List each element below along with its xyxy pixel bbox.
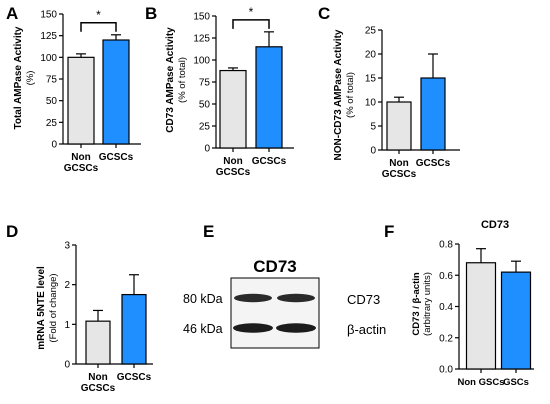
y-tick-label: 25	[199, 122, 211, 133]
panel-letter-c: C	[318, 4, 330, 23]
bar	[67, 56, 95, 145]
marker-80-kda: 80 kDa	[183, 292, 223, 306]
y-tick-label: 10	[365, 98, 377, 109]
x-tick-label: GCSCs	[64, 163, 99, 174]
chart-title-f: CD73	[481, 219, 509, 231]
y-tick-label: 15	[365, 74, 377, 85]
bar	[85, 320, 111, 365]
y-tick-label: 0.8	[439, 240, 453, 251]
y-tick-label: 0.4	[439, 302, 453, 313]
significance-bracket	[232, 19, 270, 29]
y-tick-label: 3	[64, 241, 70, 252]
x-tick-label: GCSCs	[81, 383, 116, 394]
marker-46-kda: 46 kDa	[183, 322, 223, 336]
y-tick-label: 0	[370, 146, 376, 157]
y-tick-label: 150	[40, 10, 57, 21]
chart-panel-f: F CD73 CD73 / β-actin (arbitrary units) …	[384, 219, 534, 388]
blot-membrane	[230, 277, 320, 349]
x-tick-label: Non GSCs	[458, 377, 505, 388]
bar	[219, 69, 247, 149]
bar	[121, 293, 147, 365]
band-actin-lane-2	[276, 323, 316, 333]
x-tick-label: Non	[223, 156, 242, 167]
y-axis-label-f: CD73 / β-actin	[411, 272, 422, 336]
x-tick-label: Non	[389, 158, 408, 169]
panel-letter-a: A	[6, 4, 18, 23]
y-tick-label: 25	[365, 26, 377, 37]
x-tick-label: GCSCs	[252, 156, 287, 167]
y-tick-label: 100	[193, 56, 210, 67]
y-axis-sublabel-f: (arbitrary units)	[422, 272, 433, 336]
chart-panel-b: B CD73 AMPase Activity (% of total) 0 25 5…	[145, 4, 294, 178]
y-axis-sublabel-a: (%)	[25, 71, 36, 86]
y-tick-label: 75	[199, 78, 211, 89]
x-tick-label: GCSCs	[382, 169, 417, 180]
y-tick-label: 5	[370, 122, 376, 133]
bar	[386, 101, 412, 151]
y-tick-label: 20	[365, 50, 377, 61]
y-axis-label-d: mRNA 5NTE level	[36, 266, 47, 350]
y-tick-label: 75	[46, 75, 58, 86]
y-tick-label: 50	[199, 100, 211, 111]
x-tick-label: Non	[88, 372, 107, 383]
significance-bracket	[80, 22, 117, 32]
chart-panel-d: D mRNA 5NTE level (Fold of change) 0 1 2 3 N…	[6, 222, 153, 394]
y-tick-label: 0	[204, 144, 210, 155]
x-tick-label: GSCs	[503, 377, 529, 388]
panel-letter-f: F	[384, 222, 394, 241]
significance-star: *	[249, 5, 254, 19]
y-tick-label: 50	[46, 96, 58, 107]
x-tick-label: GCSCs	[216, 167, 251, 178]
bar	[465, 262, 497, 370]
x-tick-label: GCSCs	[416, 158, 451, 169]
y-axis-label-a: Total AMPase Activity	[13, 26, 24, 129]
y-tick-label: 125	[193, 34, 210, 45]
y-tick-label: 0.6	[439, 271, 453, 282]
blot-label-cd73: CD73	[347, 292, 381, 307]
blot-label-beta-actin: β-actin	[347, 322, 387, 337]
y-tick-label: 100	[40, 53, 57, 64]
y-tick-label: 0	[51, 140, 57, 151]
bar	[102, 39, 130, 145]
band-cd73-lane-2	[277, 293, 315, 303]
bar	[255, 46, 283, 149]
y-tick-label: 1	[64, 320, 70, 331]
band-actin-lane-1	[233, 323, 273, 333]
panel-letter-b: B	[145, 4, 157, 23]
chart-panel-a: A Total AMPase Activity (%) 0 25 50 75 100 12…	[6, 4, 141, 174]
panel-letter-e: E	[203, 222, 214, 241]
significance-star: *	[96, 8, 101, 22]
x-tick-label: Non	[71, 152, 90, 163]
y-tick-label: 125	[40, 31, 57, 42]
y-tick-label: 2	[64, 280, 70, 291]
y-tick-label: 0	[64, 360, 70, 371]
x-tick-label: GCSCs	[99, 152, 134, 163]
band-cd73-lane-1	[234, 293, 272, 303]
blot-title: CD73	[253, 257, 296, 276]
x-tick-label: GCSCs	[117, 372, 152, 383]
y-tick-label: 0.2	[439, 333, 453, 344]
y-tick-label: 25	[46, 118, 58, 129]
chart-panel-c: C NON-CD73 AMPase Activity (% of total) …	[318, 4, 460, 180]
y-axis-sublabel-c: (% of total)	[345, 72, 356, 118]
y-axis-label-c: NON-CD73 AMPase Activity	[333, 29, 344, 160]
blot-panel-e: E CD73 80 kDa 46 kDa	[183, 222, 320, 349]
y-axis-label-b: CD73 AMPase Activity	[165, 27, 176, 133]
y-axis-sublabel-d: (Fold of change)	[48, 273, 59, 342]
panel-letter-d: D	[6, 222, 18, 241]
bar	[420, 77, 446, 151]
y-axis-sublabel-b: (% of total)	[177, 57, 188, 103]
bar	[500, 271, 532, 370]
y-tick-label: 150	[193, 12, 210, 23]
y-tick-label: 0.0	[439, 365, 453, 376]
